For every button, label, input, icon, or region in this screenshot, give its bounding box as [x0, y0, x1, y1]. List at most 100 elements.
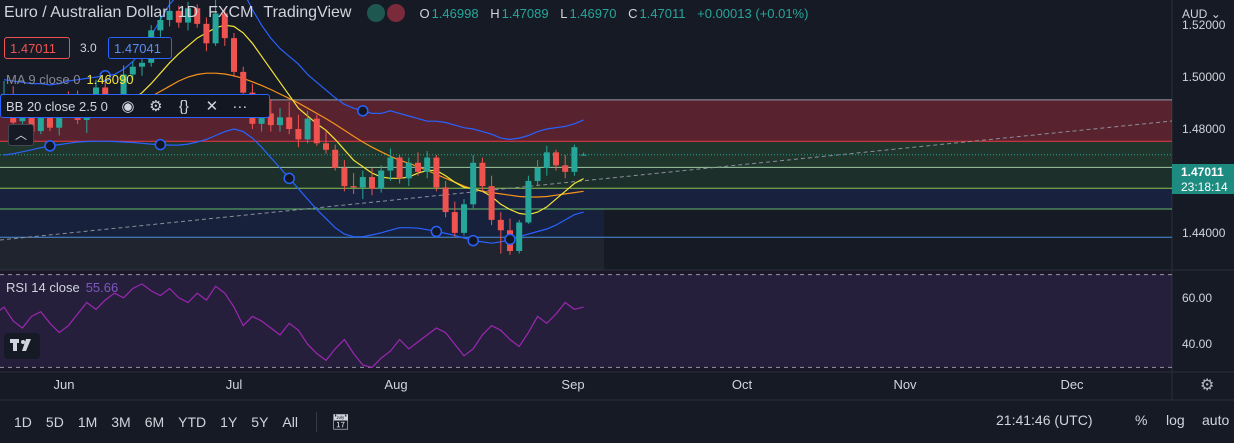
candle-body — [470, 162, 477, 205]
gear-icon[interactable]: ⚙ — [149, 98, 163, 115]
candle-body — [304, 118, 311, 140]
market-open-icon[interactable] — [367, 4, 386, 22]
bb-legend[interactable]: BB 20 close 2.5 0 ◉ ⚙ {} ✕ ··· — [0, 94, 270, 118]
candle-body — [415, 162, 421, 172]
candle-body — [442, 187, 449, 213]
fib-zone — [0, 208, 604, 238]
candle-body — [350, 186, 357, 188]
bb-touch-marker — [154, 138, 167, 151]
candle-body — [323, 143, 329, 150]
candle-body — [488, 186, 495, 220]
candle-body — [332, 149, 339, 168]
time-tick-label: Oct — [732, 377, 753, 392]
close-icon[interactable]: ✕ — [205, 98, 219, 115]
candle-body — [424, 157, 431, 172]
candle-body — [451, 212, 458, 233]
auto-toggle[interactable]: auto — [1202, 412, 1230, 428]
candle-body — [313, 118, 320, 144]
time-tick-label: Aug — [384, 377, 407, 392]
chevron-down-icon: ⌄ — [1210, 7, 1221, 21]
candle-body — [562, 165, 569, 172]
toolbar-divider — [315, 412, 317, 432]
range-all[interactable]: All — [282, 414, 298, 430]
candle-body — [139, 62, 145, 67]
ma-legend[interactable]: MA 9 close 0 1.46090 — [6, 72, 133, 87]
range-5y[interactable]: 5Y — [251, 414, 269, 430]
rsi-tick-label: 40.00 — [1182, 337, 1212, 351]
calendar-icon[interactable]: 📅︎ — [330, 414, 351, 431]
spread-value: 3.0 — [80, 41, 97, 55]
source-label: TradingView — [263, 4, 352, 21]
candle-body — [286, 117, 293, 129]
open-label: O — [419, 5, 430, 21]
candle-body — [553, 152, 559, 166]
bb-touch-marker — [504, 233, 516, 246]
range-1m[interactable]: 1M — [77, 414, 98, 430]
range-3m[interactable]: 3M — [111, 414, 131, 430]
candle-body — [359, 177, 366, 188]
log-toggle[interactable]: log — [1166, 412, 1185, 428]
buy-button[interactable]: 1.47041 — [108, 37, 172, 59]
candle-body — [129, 66, 136, 75]
bb-touch-marker — [283, 172, 295, 185]
high-label: H — [490, 5, 500, 21]
candle-body — [120, 74, 127, 100]
range-1d[interactable]: 1D — [14, 414, 32, 430]
status-dots[interactable] — [367, 4, 406, 22]
tradingview-logo[interactable] — [4, 333, 40, 359]
fib-zone — [0, 167, 1172, 189]
bb-touch-marker — [44, 140, 56, 152]
candle-body — [166, 10, 173, 20]
candle-body — [221, 13, 228, 39]
eye-icon[interactable]: ◉ — [121, 98, 135, 115]
candle-body — [534, 167, 541, 181]
candle-body — [277, 117, 283, 126]
candle-body — [369, 177, 375, 189]
utc-clock[interactable]: 21:41:46 (UTC) — [996, 412, 1093, 428]
last-price-tag: 1.47011 — [1172, 164, 1234, 180]
bb-touch-marker — [430, 225, 443, 238]
range-ytd[interactable]: YTD — [178, 414, 207, 430]
range-6m[interactable]: 6M — [144, 414, 165, 430]
data-delay-icon[interactable] — [387, 4, 406, 22]
time-tick-label: Dec — [1060, 377, 1084, 392]
range-5d[interactable]: 5D — [45, 414, 64, 430]
symbol-name: Euro / Australian Dollar — [4, 4, 168, 21]
percent-toggle[interactable]: % — [1135, 412, 1148, 428]
source-code-icon[interactable]: {} — [178, 97, 189, 115]
rsi-tick-label: 60.00 — [1182, 291, 1212, 305]
symbol-title[interactable]: Euro / Australian Dollar 1D FXCM TradingVie… — [4, 4, 361, 22]
sell-button[interactable]: 1.47011 — [4, 37, 70, 59]
candle-body — [525, 180, 532, 223]
collapse-legend-button[interactable]: ︿ — [8, 124, 34, 146]
candle-body — [258, 113, 265, 124]
bb-touch-marker — [467, 234, 479, 247]
more-icon[interactable]: ··· — [232, 97, 248, 115]
close-label: C — [628, 5, 638, 21]
candle-body — [28, 112, 35, 132]
candle-body — [185, 8, 191, 23]
chart-settings-icon[interactable]: ⚙ — [1200, 377, 1215, 394]
candle-body — [157, 19, 164, 31]
candle-body — [194, 8, 201, 24]
candle-body — [295, 129, 302, 140]
price-tick-label: 1.52000 — [1182, 18, 1226, 32]
interval-label: 1D — [177, 4, 199, 21]
time-tick-label: Jul — [226, 377, 243, 392]
rsi-legend[interactable]: RSI 14 close 55.66 — [6, 280, 118, 295]
candle-body — [461, 204, 467, 233]
currency-selector[interactable]: AUD ⌄ — [1182, 7, 1221, 21]
candle-body — [378, 170, 385, 189]
countdown-tag: 23:18:14 — [1172, 180, 1234, 194]
price-tick-label: 1.50000 — [1182, 70, 1226, 84]
candle-body — [497, 219, 504, 231]
candle-body — [37, 114, 44, 132]
trend-line — [0, 120, 1173, 241]
fib-zone — [0, 237, 604, 270]
candle-body — [516, 222, 523, 252]
time-tick-label: Sep — [561, 377, 584, 392]
bb-lower-line — [3, 128, 584, 244]
range-1y[interactable]: 1Y — [220, 414, 238, 430]
rsi-band-fill — [0, 274, 1172, 368]
